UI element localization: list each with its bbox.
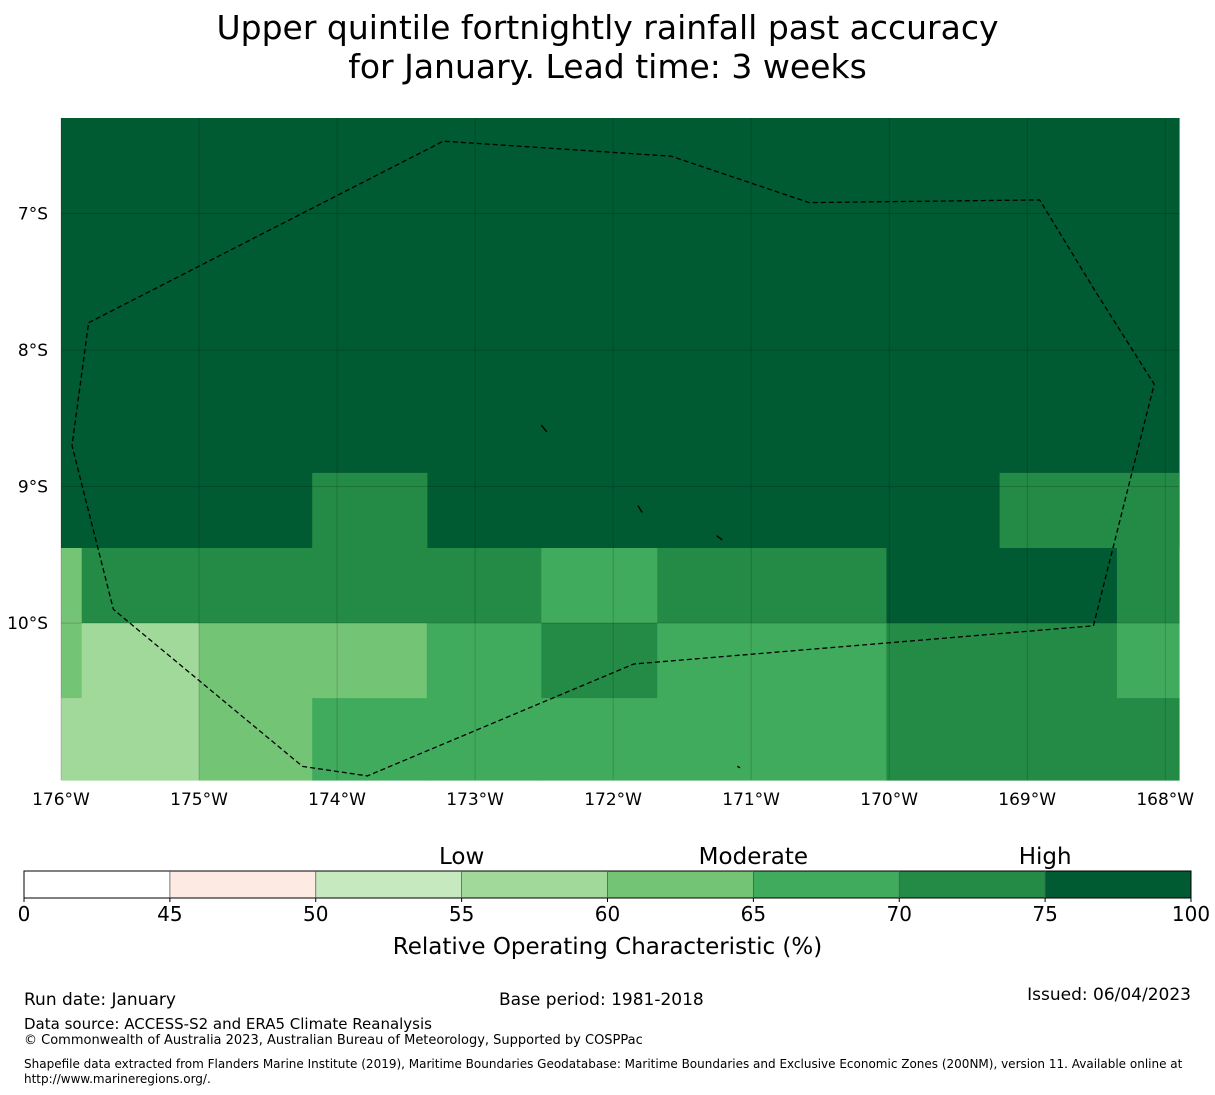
colorbar-tick-label: 55 bbox=[449, 902, 474, 926]
map-cell bbox=[541, 623, 658, 699]
island bbox=[737, 765, 741, 769]
colorbar-swatch bbox=[899, 871, 1046, 898]
longitude-label: 174°W bbox=[308, 790, 366, 810]
map-cell bbox=[886, 623, 1118, 781]
longitude-label: 169°W bbox=[998, 790, 1056, 810]
chart-title-line1: Upper quintile fortnightly rainfall past… bbox=[216, 8, 999, 47]
colorbar-axis-label: Relative Operating Characteristic (%) bbox=[393, 934, 822, 960]
latitude-label: 8°S bbox=[18, 341, 48, 361]
latitude-label: 10°S bbox=[7, 614, 48, 634]
eez-boundary bbox=[71, 140, 1155, 777]
latitude-label: 7°S bbox=[18, 205, 48, 225]
map-cell bbox=[1116, 698, 1180, 781]
colorbar-category-label: Moderate bbox=[699, 844, 808, 870]
longitude-labels: 176°W 175°W 174°W 173°W 172°W 171°W 170°W 169°W… bbox=[32, 790, 1194, 810]
map-cell bbox=[886, 548, 1118, 624]
chart-title-line2: for January. Lead time: 3 weeks bbox=[348, 47, 867, 86]
longitude-label: 168°W bbox=[1136, 790, 1194, 810]
map-cell bbox=[541, 698, 658, 781]
colorbar-legend: Low Moderate High 0 45 50 55 60 65 70 75 100 Relat… bbox=[18, 844, 1210, 960]
colorbar-swatch bbox=[461, 871, 608, 898]
colorbar-ticks: 0 45 50 55 60 65 70 75 100 bbox=[18, 871, 1210, 926]
map-cell bbox=[81, 623, 200, 781]
map-islands bbox=[540, 424, 741, 769]
latitude-label: 9°S bbox=[18, 478, 48, 498]
map-cell bbox=[1116, 623, 1180, 699]
map-cell bbox=[657, 623, 887, 781]
map-cell bbox=[61, 548, 83, 624]
colorbar-tick-label: 100 bbox=[1172, 902, 1210, 926]
colorbar-tick-label: 65 bbox=[741, 902, 766, 926]
map-gridlines bbox=[60, 118, 1179, 780]
issued-date: Issued: 06/04/2023 bbox=[1027, 985, 1191, 1005]
colorbar-swatch bbox=[753, 871, 900, 898]
map-cells bbox=[61, 118, 1180, 781]
island bbox=[637, 505, 643, 513]
island bbox=[716, 535, 723, 541]
map-cell bbox=[426, 623, 542, 781]
colorbar-category-labels: Low Moderate High bbox=[439, 844, 1072, 870]
colorbar-tick-label: 45 bbox=[157, 902, 182, 926]
map-cell bbox=[312, 623, 428, 699]
copyright: © Commonwealth of Australia 2023, Austra… bbox=[24, 1033, 643, 1048]
longitude-label: 172°W bbox=[584, 790, 642, 810]
colorbar-swatch bbox=[24, 871, 171, 898]
map-cell bbox=[61, 118, 1180, 549]
base-period: Base period: 1981-2018 bbox=[499, 990, 704, 1010]
colorbar-tick-label: 70 bbox=[887, 902, 912, 926]
data-source: Data source: ACCESS-S2 and ERA5 Climate … bbox=[24, 1015, 432, 1033]
eez-boundary-line bbox=[71, 140, 1155, 777]
map-cell bbox=[61, 623, 83, 699]
latitude-labels: 7°S 8°S 9°S 10°S bbox=[7, 205, 48, 634]
map-cell bbox=[312, 698, 428, 781]
run-date: Run date: January bbox=[24, 990, 176, 1010]
map-cell bbox=[1116, 548, 1180, 624]
rainfall-accuracy-map: 176°W 175°W 174°W 173°W 172°W 171°W 170°W 169°W… bbox=[7, 118, 1194, 810]
shapefile-credit-line2: http://www.marineregions.org/. bbox=[24, 1072, 211, 1086]
longitude-label: 171°W bbox=[722, 790, 780, 810]
map-cell bbox=[541, 548, 658, 624]
colorbar-swatch bbox=[169, 871, 317, 898]
longitude-label: 170°W bbox=[860, 790, 918, 810]
colorbar-tick-label: 50 bbox=[303, 902, 328, 926]
map-cell bbox=[312, 472, 428, 549]
longitude-label: 175°W bbox=[170, 790, 228, 810]
colorbar-tick-label: 60 bbox=[595, 902, 620, 926]
colorbar-swatches bbox=[24, 871, 1192, 898]
map-cell bbox=[999, 472, 1180, 549]
shapefile-credit-line1: Shapefile data extracted from Flanders M… bbox=[24, 1057, 1183, 1071]
colorbar-category-label: High bbox=[1019, 844, 1072, 870]
map-cell bbox=[657, 548, 887, 624]
longitude-label: 173°W bbox=[446, 790, 504, 810]
colorbar-swatch bbox=[607, 871, 754, 898]
longitude-label: 176°W bbox=[32, 790, 90, 810]
map-cell bbox=[199, 623, 313, 781]
map-cell bbox=[81, 548, 542, 624]
island bbox=[540, 424, 548, 433]
colorbar-swatch bbox=[315, 871, 463, 898]
colorbar-tick-label: 0 bbox=[18, 902, 31, 926]
colorbar-category-label: Low bbox=[439, 844, 484, 870]
map-cell bbox=[61, 698, 83, 781]
colorbar-tick-label: 75 bbox=[1032, 902, 1057, 926]
colorbar-swatch bbox=[1045, 871, 1192, 898]
